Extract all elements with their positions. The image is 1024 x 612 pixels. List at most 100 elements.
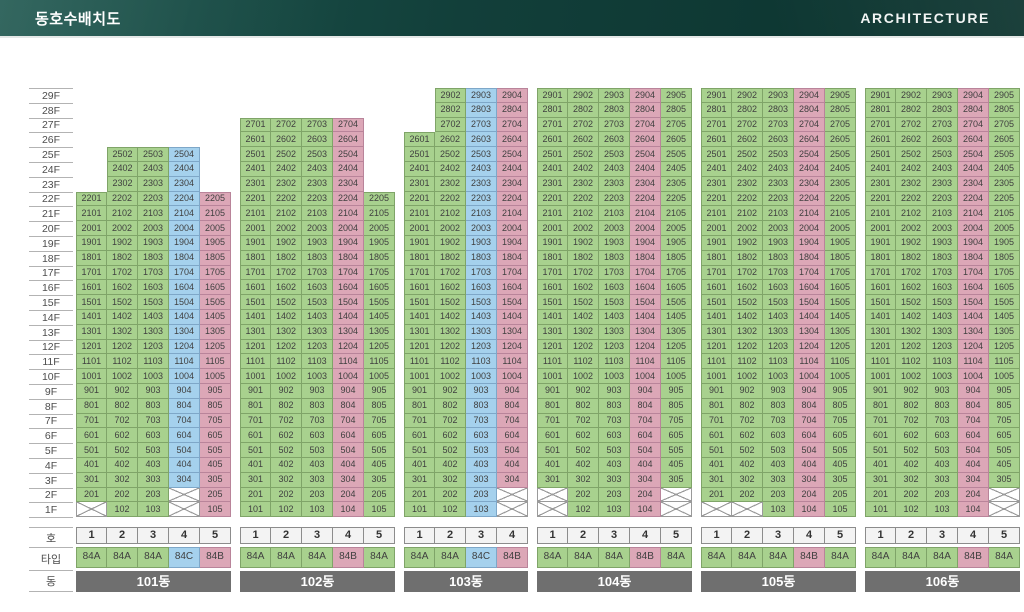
unit-cell: 1104 [958,354,989,370]
unit-cell: 604 [958,428,989,444]
empty-slot [200,132,231,147]
unit-cell: 1102 [271,354,302,370]
unit-cell: 2902 [435,88,466,103]
unit-cell: 2302 [732,176,763,192]
unit-cell: 1102 [435,354,466,370]
floor-label: 2F [29,487,73,503]
unit-cell: 1002 [271,369,302,384]
floor-row: 1401 1402 1403 1404 1405 [240,309,395,325]
floor-label: 1F [29,502,73,517]
unit-cell: 2604 [333,132,364,148]
unit-cell: 2602 [732,132,763,148]
floor-row: 701 702 703 704 705 [701,413,856,429]
unit-cell: 1402 [435,309,466,325]
floor-row: 1301 1302 1303 1304 1305 [701,324,856,340]
unit-cell: 1705 [825,265,856,281]
unit-cell: 1103 [302,354,333,370]
floor-row: 2501 2502 2503 2504 [404,147,528,162]
floor-row: 501 502 503 504 505 [865,443,1020,458]
building-tower: 2502 2503 2504 2402 2403 2404 2302 2303 2304 2201… [76,88,231,592]
unit-column-number: 4 [958,526,989,544]
unit-cell: 2505 [661,147,692,162]
floor-row: 2301 2302 2303 2304 2305 [701,176,856,192]
floor-row: 801 802 803 804 805 [240,398,395,414]
unit-cell: 2304 [794,176,825,192]
unit-cell: 2404 [958,161,989,177]
unit-cell: 1803 [927,250,958,266]
unit-cell: 2001 [240,221,271,236]
building-name: 106동 [865,570,1020,592]
unit-type-row: 84A 84A 84A 84C 84B [76,546,231,568]
blocked-unit-cell [169,502,200,518]
unit-cell: 402 [732,457,763,473]
unit-cell: 1205 [661,339,692,355]
unit-cell: 1104 [630,354,661,370]
unit-cell: 2005 [661,221,692,236]
unit-cell: 305 [825,472,856,488]
unit-column-number: 2 [435,526,466,544]
floor-label: 15F [29,295,73,310]
unit-cell: 1003 [302,369,333,384]
unit-cell: 401 [537,457,568,473]
unit-cell: 2004 [169,221,200,236]
unit-cell: 803 [599,398,630,414]
empty-slot [271,103,302,118]
unit-column-number: 1 [537,526,568,544]
floor-row: 101 102 103 104 [865,502,1020,518]
floor-row: 2101 2102 2103 2104 2105 [865,206,1020,222]
unit-cell: 1804 [333,250,364,266]
unit-cell: 702 [435,413,466,429]
empty-slot [169,132,200,147]
unit-cell: 2504 [958,147,989,162]
floor-row: 1601 1602 1603 1604 1605 [537,280,692,296]
unit-cell: 405 [364,457,395,473]
unit-cell: 2702 [568,117,599,133]
unit-cell: 2101 [240,206,271,222]
floor-row: 601 602 603 604 605 [865,428,1020,444]
unit-column-number: 3 [763,526,794,544]
floor-row: 1801 1802 1803 1804 1805 [865,250,1020,266]
unit-cell: 101 [404,502,435,518]
unit-cell: 405 [989,457,1020,473]
unit-cell: 1305 [989,324,1020,340]
unit-cell: 2504 [169,147,200,162]
unit-cell: 203 [763,487,794,503]
floor-row: 701 702 703 704 705 [537,413,692,429]
unit-cell: 1802 [435,250,466,266]
unit-cell: 1005 [989,369,1020,384]
floor-row: 2101 2102 2103 2104 2105 [537,206,692,222]
floor-row: 2401 2402 2403 2404 [240,161,395,177]
unit-cell: 2402 [435,161,466,177]
empty-slot [169,118,200,133]
unit-cell: 1805 [200,250,231,266]
unit-cell: 803 [927,398,958,414]
unit-cell: 1805 [989,250,1020,266]
unit-cell: 1104 [497,354,528,370]
unit-cell: 2905 [825,88,856,103]
blocked-unit-cell [497,502,528,518]
unit-column-number: 5 [364,526,395,544]
unit-cell: 2902 [896,88,927,103]
floor-row: 1901 1902 1903 1904 1905 [865,235,1020,251]
floor-row: 301 302 303 304 [404,472,528,488]
floor-label: 20F [29,221,73,236]
unit-cell: 2202 [435,191,466,207]
unit-cell: 1704 [333,265,364,281]
floor-row: 2901 2902 2903 2904 2905 [865,88,1020,103]
unit-cell: 705 [661,413,692,429]
unit-cell: 1902 [271,235,302,251]
floor-row [76,103,231,118]
unit-cell: 2402 [732,161,763,177]
unit-cell: 301 [701,472,732,488]
unit-cell: 1604 [333,280,364,296]
floor-row: 1301 1302 1303 1304 1305 [537,324,692,340]
unit-cell: 605 [200,428,231,444]
floor-row: 2001 2002 2003 2004 [404,221,528,236]
unit-cell: 404 [630,457,661,473]
unit-cell: 2404 [497,161,528,177]
unit-cell: 103 [599,502,630,518]
unit-cell: 2602 [435,132,466,148]
unit-cell: 2704 [630,117,661,133]
unit-cell: 201 [701,487,732,503]
